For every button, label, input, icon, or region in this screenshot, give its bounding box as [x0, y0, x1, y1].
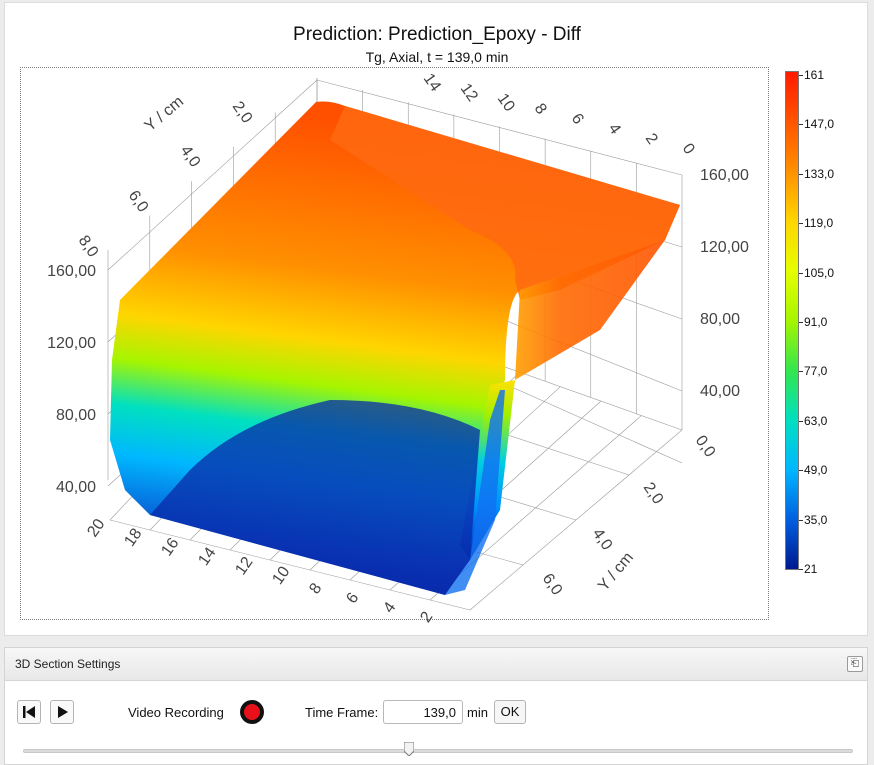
time-frame-input[interactable]	[383, 700, 463, 724]
section-settings-panel: 3D Section Settings ⎗ Video Recording Ti…	[4, 647, 868, 765]
time-unit-label: min	[467, 705, 488, 720]
colorbar-tick	[799, 75, 803, 76]
x-tick-far: 8	[531, 101, 550, 118]
time-frame-label: Time Frame:	[305, 705, 379, 720]
x-tick-far: 2	[642, 131, 661, 148]
x-tick-far: 4	[605, 121, 624, 138]
x-tick-far: 0	[679, 141, 698, 158]
surface-mesh	[110, 101, 680, 595]
z-tick-left: 160,00	[47, 263, 96, 280]
y-tick-far: 6,0	[125, 188, 152, 216]
x-tick: 12	[232, 554, 256, 578]
x-tick: 8	[306, 580, 325, 597]
z-tick-right: 120,00	[700, 239, 749, 256]
colorbar-tick	[799, 124, 803, 126]
z-tick-left: 80,00	[56, 407, 96, 424]
colorbar-label: 119,0	[804, 216, 834, 231]
x-tick-far: 10	[494, 91, 518, 115]
z-tick-right: 80,00	[700, 311, 740, 328]
y-tick-near: 2,0	[640, 480, 667, 508]
y-tick-near: 0,0	[692, 433, 719, 461]
x-tick: 16	[158, 535, 182, 559]
x-tick: 4	[380, 599, 399, 616]
settings-header: 3D Section Settings ⎗	[5, 648, 867, 681]
x-tick: 6	[343, 590, 362, 607]
colorbar-label: 77,0	[804, 364, 828, 379]
y-tick-far: 8,0	[75, 233, 102, 261]
play-button[interactable]	[50, 700, 74, 724]
skip-to-start-button[interactable]	[17, 700, 41, 724]
chart-subtitle: Tg, Axial, t = 139,0 min	[365, 49, 509, 65]
x-tick: 14	[195, 544, 219, 568]
plot-frame[interactable]	[20, 67, 769, 620]
z-tick-right: 160,00	[700, 167, 749, 184]
y-tick-far: 4,0	[177, 143, 204, 171]
colorbar-tick	[799, 470, 803, 472]
z-tick-left: 40,00	[56, 479, 96, 496]
x-tick-far: 14	[420, 71, 444, 95]
y-tick-near: 4,0	[589, 526, 616, 554]
colorbar-label: 161	[804, 68, 825, 82]
colorbar-tick	[799, 173, 803, 175]
colorbar-label: 49,0	[804, 463, 828, 478]
colorbar-label: 63,0	[804, 413, 828, 428]
z-tick-right: 40,00	[700, 383, 740, 400]
colorbar-label: 21	[804, 562, 818, 576]
time-slider-thumb[interactable]	[403, 742, 414, 756]
colorbar-tick	[799, 519, 803, 521]
chart-title: Prediction: Prediction_Epoxy - Diff	[293, 24, 581, 45]
video-recording-label: Video Recording	[128, 705, 224, 720]
x-tick-far: 6	[568, 111, 587, 128]
z-tick-left: 120,00	[47, 335, 96, 352]
colorbar-tick	[799, 569, 803, 570]
colorbar	[785, 71, 799, 570]
colorbar-label: 133,0	[804, 166, 835, 181]
surface-plot[interactable]: 160,00120,0080,0040,00160,00120,0080,004…	[0, 0, 874, 640]
colorbar-label: 147,0	[804, 117, 835, 132]
colorbar-tick	[799, 420, 803, 422]
x-tick: 20	[84, 516, 108, 540]
colorbar-tick	[799, 223, 803, 225]
y-axis-label-far: Y / cm	[142, 93, 187, 135]
record-button[interactable]	[240, 700, 264, 724]
colorbar-tick	[799, 322, 803, 323]
ok-button[interactable]: OK	[494, 700, 526, 724]
time-slider-track[interactable]	[23, 749, 853, 753]
skip-start-icon	[23, 706, 35, 718]
colorbar-label: 35,0	[804, 512, 828, 527]
y-tick-near: 6,0	[539, 571, 566, 599]
x-tick: 18	[121, 525, 145, 549]
x-tick: 10	[269, 563, 293, 587]
pin-icon[interactable]: ⎗	[847, 656, 863, 672]
colorbar-label: 105,0	[804, 265, 835, 280]
settings-title: 3D Section Settings	[15, 657, 121, 671]
x-tick: 2	[417, 609, 436, 626]
x-tick-far: 12	[457, 81, 481, 105]
play-icon	[58, 706, 68, 718]
colorbar-label: 91,0	[804, 315, 828, 329]
colorbar-tick	[799, 272, 803, 274]
y-tick-far: 2,0	[229, 99, 256, 127]
colorbar-tick	[799, 371, 803, 373]
y-axis-label-near: Y / cm	[595, 549, 637, 594]
